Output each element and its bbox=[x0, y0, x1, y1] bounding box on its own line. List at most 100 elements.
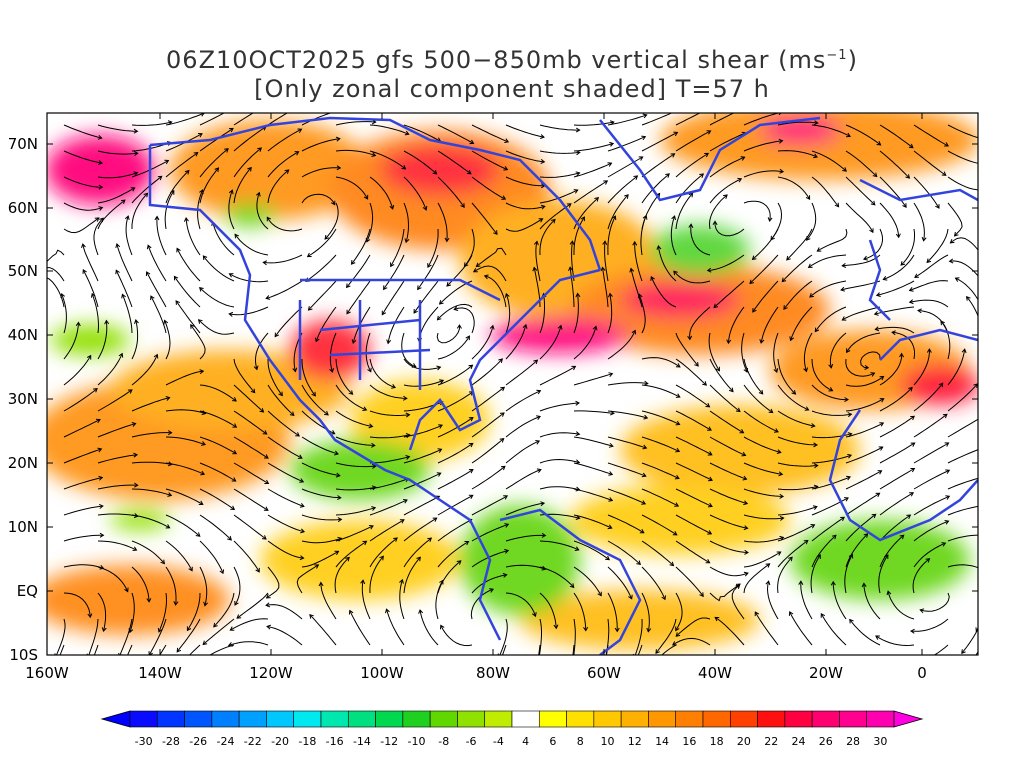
streamline bbox=[933, 644, 949, 655]
streamline bbox=[471, 325, 494, 360]
streamline bbox=[129, 592, 135, 633]
streamline bbox=[879, 202, 900, 238]
streamline-arrowhead bbox=[665, 173, 670, 178]
streamline bbox=[505, 390, 541, 412]
streamline bbox=[381, 280, 405, 315]
streamline-arrowhead bbox=[603, 180, 609, 185]
streamline-arrowhead bbox=[336, 165, 342, 171]
streamline-arrowhead bbox=[255, 567, 260, 573]
streamline-arrowhead bbox=[81, 243, 86, 249]
streamline bbox=[369, 519, 405, 542]
streamline-arrowhead bbox=[925, 558, 931, 563]
streamline-arrowhead bbox=[961, 348, 967, 354]
streamline-arrowhead bbox=[572, 654, 573, 655]
streamline bbox=[266, 566, 280, 599]
streamline-arrowhead bbox=[232, 397, 237, 402]
streamline-arrowhead bbox=[707, 502, 713, 508]
streamline-arrowhead bbox=[176, 647, 182, 653]
streamline bbox=[233, 113, 254, 126]
streamline-arrowhead bbox=[389, 204, 395, 210]
streamline-arrowhead bbox=[914, 273, 919, 278]
streamline-arrowhead bbox=[229, 626, 235, 631]
streamline-arrowhead bbox=[175, 300, 181, 305]
streamline-arrowhead bbox=[820, 612, 826, 618]
streamline-arrowhead bbox=[247, 166, 252, 172]
colorbar-label: -14 bbox=[353, 735, 371, 748]
streamline-arrowhead bbox=[294, 151, 300, 156]
colorbar-label: -28 bbox=[162, 735, 180, 748]
streamline bbox=[878, 554, 889, 594]
streamline-arrowhead bbox=[417, 285, 422, 291]
streamline bbox=[63, 322, 79, 360]
streamline bbox=[233, 410, 267, 435]
streamline bbox=[887, 591, 915, 620]
streamline-arrowhead bbox=[810, 524, 816, 529]
streamline bbox=[91, 293, 100, 334]
streamline-arrowhead bbox=[536, 389, 542, 395]
streamline bbox=[811, 433, 852, 439]
streamline bbox=[913, 469, 950, 490]
streamline bbox=[982, 171, 1021, 177]
streamline-arrowhead bbox=[146, 598, 152, 603]
streamline-arrowhead bbox=[882, 276, 888, 281]
streamline-arrowhead bbox=[864, 365, 870, 370]
streamline bbox=[754, 611, 779, 646]
streamline-arrowhead bbox=[202, 640, 208, 646]
streamline-arrowhead bbox=[499, 412, 505, 417]
streamline bbox=[982, 456, 1021, 464]
streamline-arrowhead bbox=[489, 324, 495, 330]
streamline bbox=[539, 458, 580, 464]
streamline-arrowhead bbox=[115, 243, 121, 249]
streamline bbox=[634, 241, 643, 282]
colorbar-swatch bbox=[538, 710, 567, 728]
streamline-arrowhead bbox=[116, 678, 120, 682]
streamline-arrowhead bbox=[831, 534, 837, 540]
streamline bbox=[390, 228, 405, 267]
streamline bbox=[437, 494, 474, 516]
streamline-arrowhead bbox=[538, 218, 544, 223]
streamline bbox=[909, 299, 949, 308]
streamline bbox=[403, 517, 437, 542]
streamline-arrowhead bbox=[878, 446, 884, 451]
streamline-arrowhead bbox=[307, 306, 313, 311]
streamline-arrowhead bbox=[99, 503, 104, 509]
streamline bbox=[573, 326, 597, 360]
streamline bbox=[437, 303, 473, 321]
streamline bbox=[131, 397, 170, 412]
streamline-arrowhead bbox=[133, 151, 139, 156]
streamline bbox=[876, 280, 915, 296]
streamline-arrowhead bbox=[642, 214, 648, 220]
streamline-arrowhead bbox=[133, 171, 139, 177]
streamline bbox=[301, 462, 340, 477]
streamline bbox=[777, 524, 815, 542]
colorbar-swatch bbox=[320, 710, 349, 728]
streamline-arrowhead bbox=[675, 393, 681, 398]
streamline bbox=[97, 454, 138, 464]
colorbar-label: -24 bbox=[217, 735, 235, 748]
streamline-arrowhead bbox=[535, 440, 541, 445]
streamline-arrowhead bbox=[371, 152, 377, 157]
streamline-arrowhead bbox=[840, 286, 846, 292]
streamline-arrowhead bbox=[674, 474, 680, 480]
streamline-arrowhead bbox=[379, 555, 384, 561]
lon-tick-label: 0 bbox=[917, 664, 927, 682]
streamline-arrowhead bbox=[707, 451, 713, 456]
streamline bbox=[573, 462, 613, 475]
streamline bbox=[199, 488, 235, 510]
streamline-arrowhead bbox=[263, 506, 269, 511]
streamline bbox=[186, 592, 201, 631]
streamline bbox=[97, 566, 129, 592]
streamline-arrowhead bbox=[908, 143, 914, 149]
streamline-arrowhead bbox=[164, 159, 170, 165]
streamline bbox=[572, 644, 575, 655]
lat-tick-label: EQ bbox=[17, 582, 38, 600]
streamline bbox=[673, 270, 711, 284]
streamline-arrowhead bbox=[133, 452, 139, 458]
streamline bbox=[164, 320, 171, 360]
streamline bbox=[863, 228, 884, 260]
streamline bbox=[607, 175, 638, 204]
streamline bbox=[655, 618, 677, 654]
streamline bbox=[675, 592, 683, 631]
streamline-arrowhead bbox=[330, 200, 336, 206]
streamline-arrowhead bbox=[830, 580, 836, 586]
